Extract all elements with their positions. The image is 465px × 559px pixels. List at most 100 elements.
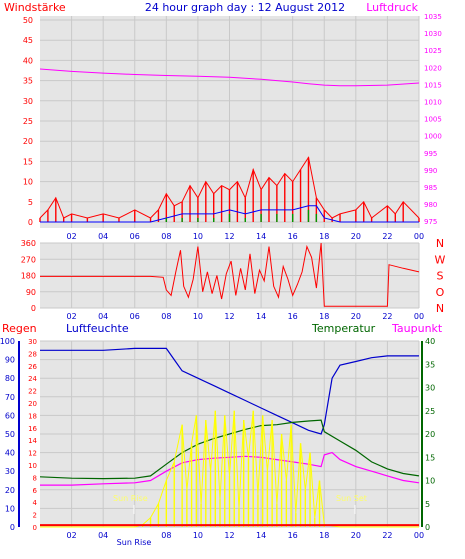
x-tick-label: 06 [130,232,140,241]
y-left-tick-label: 35 [23,77,33,86]
y-humidity-tick-label: 10 [5,504,15,513]
compass-label: N [436,237,444,250]
y-humidity-tick-label: 80 [5,374,15,383]
y-temperature-tick-label: 5 [425,500,430,509]
series-wind-direction [40,242,420,307]
y-rain-tick-label: 20 [28,400,37,408]
x-tick-label: 16 [288,232,298,241]
y-left-tick-label: 15 [23,157,33,166]
y-temperature-tick-label: 30 [425,384,435,393]
x-tick-label: 02 [66,531,76,540]
x-tick-label: 14 [256,312,266,321]
y-temperature-tick-label: 35 [425,360,435,369]
x-tick-label: 10 [193,312,203,321]
y-right-tick-label: 1035 [424,13,442,21]
y-rain-tick-label: 28 [28,350,37,358]
y-rain-tick-label: 8 [33,474,37,482]
x-tick-label: 04 [98,232,108,241]
y-left-tick-label: 25 [23,117,33,126]
y-humidity-tick-label: 70 [5,393,15,402]
y-direction-tick-label: 360 [21,239,36,248]
x-tick-label: 00 [414,232,424,241]
y-temperature-tick-label: 0 [425,523,430,532]
y-rain-tick-label: 0 [33,524,37,532]
sun-rise-label: Sun Rise [113,494,148,503]
y-humidity-tick-label: 0 [10,523,15,532]
x-tick-label: 22 [382,232,392,241]
compass-label: W [435,253,446,266]
y-humidity-tick-label: 30 [5,467,15,476]
y-rain-tick-label: 6 [33,487,38,495]
y-right-tick-label: 1015 [424,81,442,89]
y-left-tick-label: 5 [28,198,33,207]
y-right-tick-label: 995 [424,150,437,158]
series-temperatur [39,419,420,480]
x-tick-label: 22 [382,531,392,540]
sun-set-label: Sun Set [336,494,367,503]
y-right-tick-label: 980 [424,201,437,209]
luftfeuchte-label: Luftfeuchte [66,322,129,335]
series-wind-average [40,205,419,223]
x-tick-label: 16 [288,531,298,540]
y-rain-tick-label: 14 [28,437,37,445]
x-tick-label: 18 [319,531,329,540]
regen-label: Regen [2,322,37,335]
y-right-tick-label: 985 [424,184,437,192]
series-wind-direction [40,242,420,307]
y-humidity-tick-label: 40 [5,449,15,458]
x-tick-label: 20 [351,312,361,321]
y-right-tick-label: 1000 [424,133,442,141]
y-right-tick-label: 1005 [424,116,442,124]
y-rain-tick-label: 30 [28,338,37,346]
windstaerke-label: Windstärke [4,1,66,14]
y-left-tick-label: 50 [23,16,33,25]
x-tick-label: 02 [66,312,76,321]
y-rain-tick-label: 12 [28,450,37,458]
compass-label: N [436,302,444,315]
x-tick-label: 08 [161,232,171,241]
luftdruck-label: Luftdruck [366,1,418,14]
y-direction-tick-label: 90 [26,288,36,297]
x-tick-label: 18 [319,312,329,321]
x-tick-label: 20 [351,531,361,540]
x-tick-label: 12 [224,531,234,540]
x-tick-label: 18 [319,232,329,241]
y-humidity-tick-label: 50 [5,430,15,439]
y-temperature-tick-label: 10 [425,477,435,486]
x-tick-label: 02 [66,232,76,241]
y-humidity-tick-label: 90 [5,356,15,365]
x-tick-label: 04 [98,531,108,540]
y-left-tick-label: 0 [28,218,33,227]
compass-label: O [436,286,445,299]
y-humidity-tick-label: 20 [5,486,15,495]
y-rain-tick-label: 2 [33,512,37,520]
y-left-tick-label: 10 [23,178,33,187]
y-humidity-tick-label: 100 [0,337,15,346]
y-direction-tick-label: 0 [31,304,36,313]
sun-rise-tick-label: Sun Rise [117,538,152,547]
x-tick-label: 10 [193,531,203,540]
y-right-tick-label: 1010 [424,98,442,106]
x-tick-label: 22 [382,312,392,321]
y-right-tick-label: 975 [424,218,437,226]
x-tick-label: 04 [98,312,108,321]
x-tick-label: 06 [130,312,140,321]
series-solar [40,410,419,528]
y-rain-tick-label: 26 [28,363,37,371]
y-rain-tick-label: 16 [28,425,37,433]
compass-label: S [437,270,444,283]
x-tick-label: 08 [161,531,171,540]
series-humidity-temperature [39,347,420,528]
y-rain-tick-label: 10 [28,462,37,470]
y-temperature-tick-label: 25 [425,407,435,416]
series-wind-pressure [39,68,420,223]
y-right-tick-label: 990 [424,167,437,175]
y-left-tick-label: 40 [23,56,33,65]
y-humidity-tick-label: 60 [5,411,15,420]
y-left-tick-label: 45 [23,36,33,45]
x-tick-label: 08 [161,312,171,321]
y-left-tick-label: 30 [23,97,33,106]
